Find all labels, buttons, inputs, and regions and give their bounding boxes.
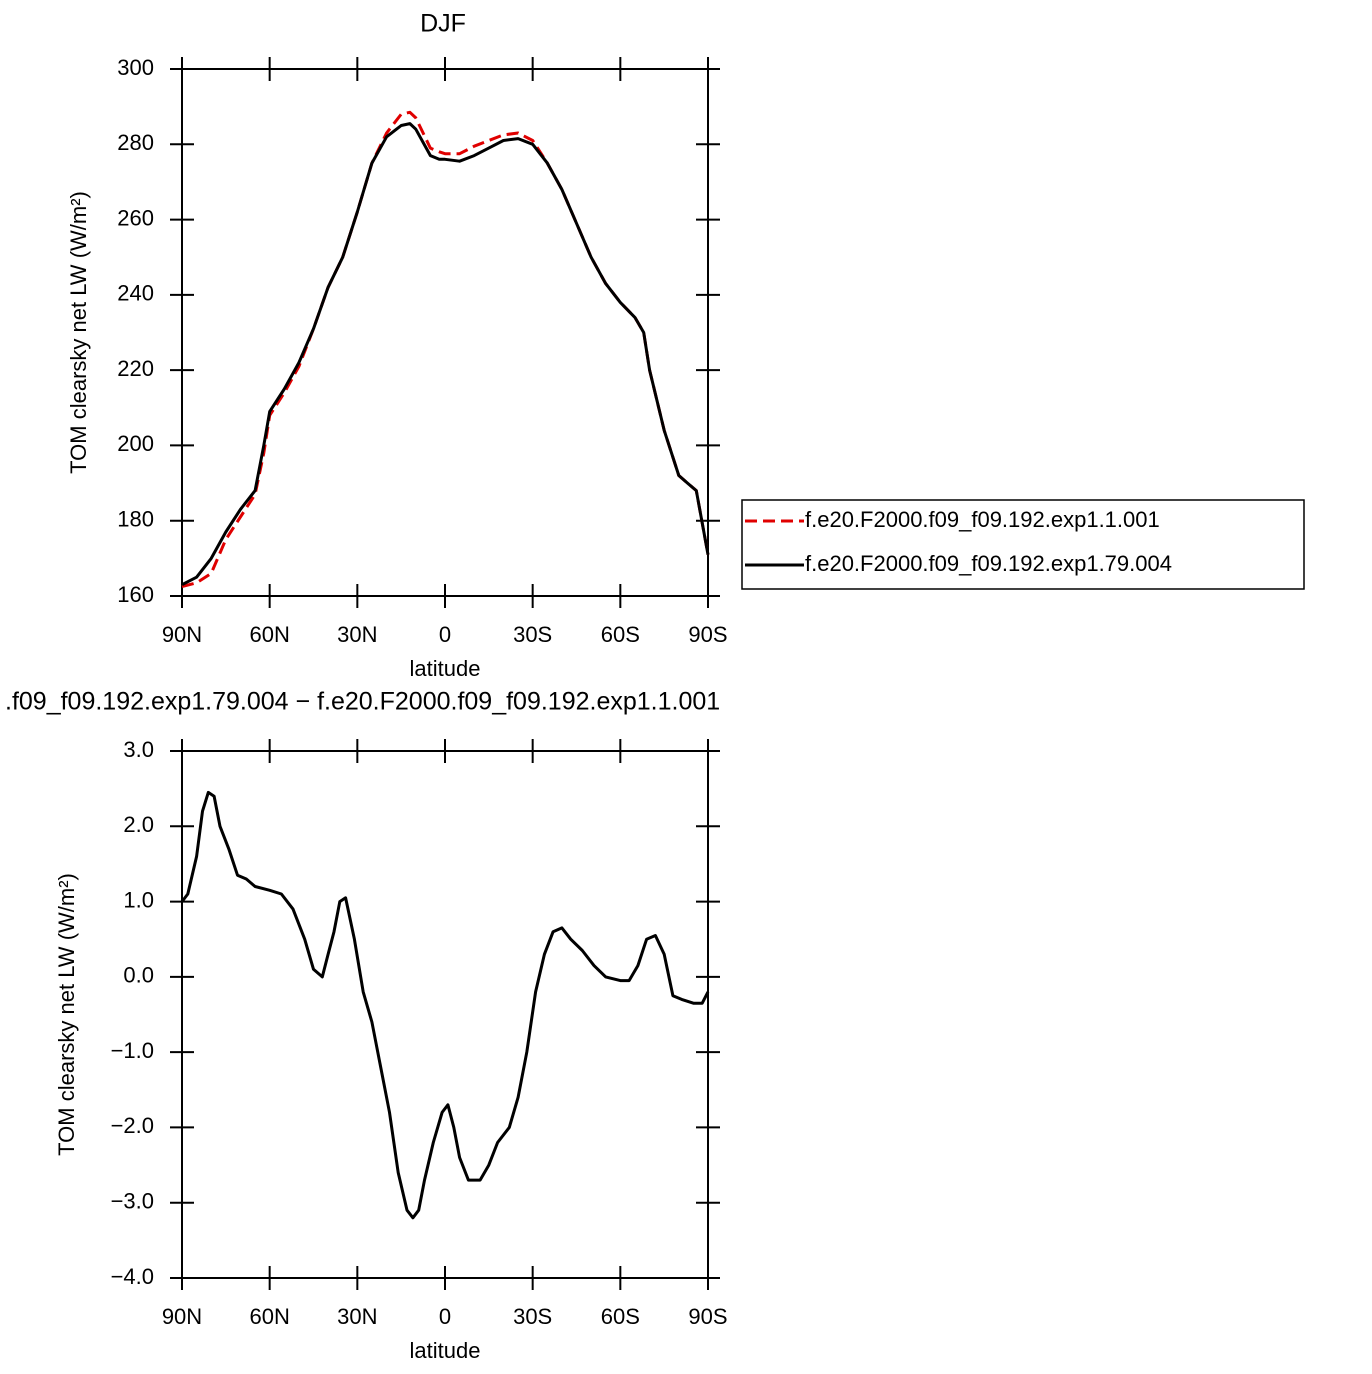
y-tick-label: 240 <box>117 281 154 306</box>
data-line <box>181 110 710 589</box>
x-tick-label: 30S <box>513 622 552 647</box>
plot-frame <box>181 750 709 1279</box>
x-tick-label: 90S <box>688 1304 727 1329</box>
y-tick-label: 200 <box>117 431 154 456</box>
y-axis-label: TOM clearsky net LW (W/m²) <box>66 191 91 474</box>
x-tick-label: 60S <box>601 1304 640 1329</box>
x-tick-label: 30S <box>513 1304 552 1329</box>
y-tick-label: −4.0 <box>111 1264 154 1289</box>
plot-frame <box>181 68 709 597</box>
x-tick-label: 60N <box>249 622 289 647</box>
y-tick-label: 3.0 <box>123 737 154 762</box>
chart-title: .f09_f09.192.exp1.79.004 − f.e20.F2000.f… <box>5 688 720 716</box>
y-tick-label: 180 <box>117 507 154 532</box>
y-tick-label: 160 <box>117 582 154 607</box>
y-tick-label: −1.0 <box>111 1038 154 1063</box>
data-line <box>180 790 710 1220</box>
x-tick-label: 60S <box>601 622 640 647</box>
x-tick-label: 90N <box>162 1304 202 1329</box>
x-tick-label: 0 <box>439 1304 451 1329</box>
y-tick-label: 1.0 <box>123 887 154 912</box>
chart-title: DJF <box>420 10 466 38</box>
x-tick-label: 30N <box>337 622 377 647</box>
x-tick-label: 30N <box>337 1304 377 1329</box>
x-tick-label: 90N <box>162 622 202 647</box>
y-tick-label: −2.0 <box>111 1113 154 1138</box>
x-tick-label: 0 <box>439 622 451 647</box>
legend-label: f.e20.F2000.f09_f09.192.exp1.79.004 <box>805 551 1172 576</box>
x-tick-label: 60N <box>249 1304 289 1329</box>
data-line <box>181 122 710 587</box>
y-tick-label: 260 <box>117 205 154 230</box>
y-tick-label: 220 <box>117 356 154 381</box>
y-tick-label: −3.0 <box>111 1189 154 1214</box>
y-tick-label: 280 <box>117 130 154 155</box>
x-axis-label: latitude <box>410 1338 481 1363</box>
y-axis-label: TOM clearsky net LW (W/m²) <box>54 873 79 1156</box>
x-axis-label: latitude <box>410 656 481 681</box>
y-tick-label: 2.0 <box>123 812 154 837</box>
x-tick-label: 90S <box>688 622 727 647</box>
legend-box <box>741 499 1305 590</box>
y-tick-label: 300 <box>117 55 154 80</box>
y-tick-label: 0.0 <box>123 963 154 988</box>
legend-label: f.e20.F2000.f09_f09.192.exp1.1.001 <box>805 507 1160 532</box>
